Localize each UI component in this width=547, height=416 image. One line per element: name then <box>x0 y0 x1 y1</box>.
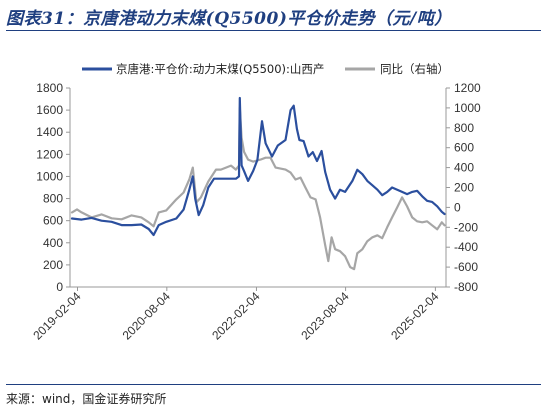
yoy-series-line <box>70 106 446 271</box>
right-tick-label: -600 <box>454 260 478 274</box>
left-tick-label: 200 <box>43 258 63 272</box>
series-lines <box>70 96 446 271</box>
x-tick-label: 2019-02-04 <box>30 289 84 343</box>
right-tick-label: -400 <box>454 240 478 254</box>
right-tick-label: 800 <box>454 121 474 135</box>
left-tick-label: 1600 <box>36 103 63 117</box>
x-tick-label: 2022-02-04 <box>209 289 263 343</box>
x-tick-label: 2025-02-04 <box>388 289 442 343</box>
x-tick-label: 2020-08-04 <box>120 289 174 343</box>
right-tick-label: 400 <box>454 161 474 175</box>
source-note: 来源：wind，国金证券研究所 <box>6 392 167 406</box>
figure-title: 图表31：京唐港动力末煤(Q5500)平仓价走势（元/吨） <box>6 9 452 29</box>
right-tick-label: 200 <box>454 181 474 195</box>
left-tick-label: 400 <box>43 236 63 250</box>
left-tick-label: 1200 <box>36 147 63 161</box>
x-tick-label: 2023-08-04 <box>298 289 352 343</box>
right-tick-label: -800 <box>454 280 478 294</box>
top-rule <box>6 30 541 31</box>
price-series-line <box>70 96 446 237</box>
left-tick-label: 1400 <box>36 125 63 139</box>
bottom-rule <box>6 384 541 385</box>
right-tick-label: 0 <box>454 200 461 214</box>
left-tick-label: 800 <box>43 192 63 206</box>
axes: 0 200 400 600 800 1000 1200 1400 1600 1800 -800 -60… <box>30 81 481 343</box>
right-tick-label: 1000 <box>454 101 481 115</box>
right-tick-label: -200 <box>454 220 478 234</box>
legend-label-price: 京唐港:平仓价:动力末煤(Q5500):山西产 <box>116 62 324 76</box>
left-tick-label: 0 <box>56 280 63 294</box>
right-tick-label: 600 <box>454 141 474 155</box>
chart-legend: 京唐港:平仓价:动力末煤(Q5500):山西产 同比（右轴） <box>82 62 449 76</box>
left-tick-label: 1000 <box>36 169 63 183</box>
left-tick-label: 600 <box>43 214 63 228</box>
left-tick-label: 1800 <box>36 81 63 95</box>
legend-label-yoy: 同比（右轴） <box>380 62 449 76</box>
right-tick-label: 1200 <box>454 81 481 95</box>
